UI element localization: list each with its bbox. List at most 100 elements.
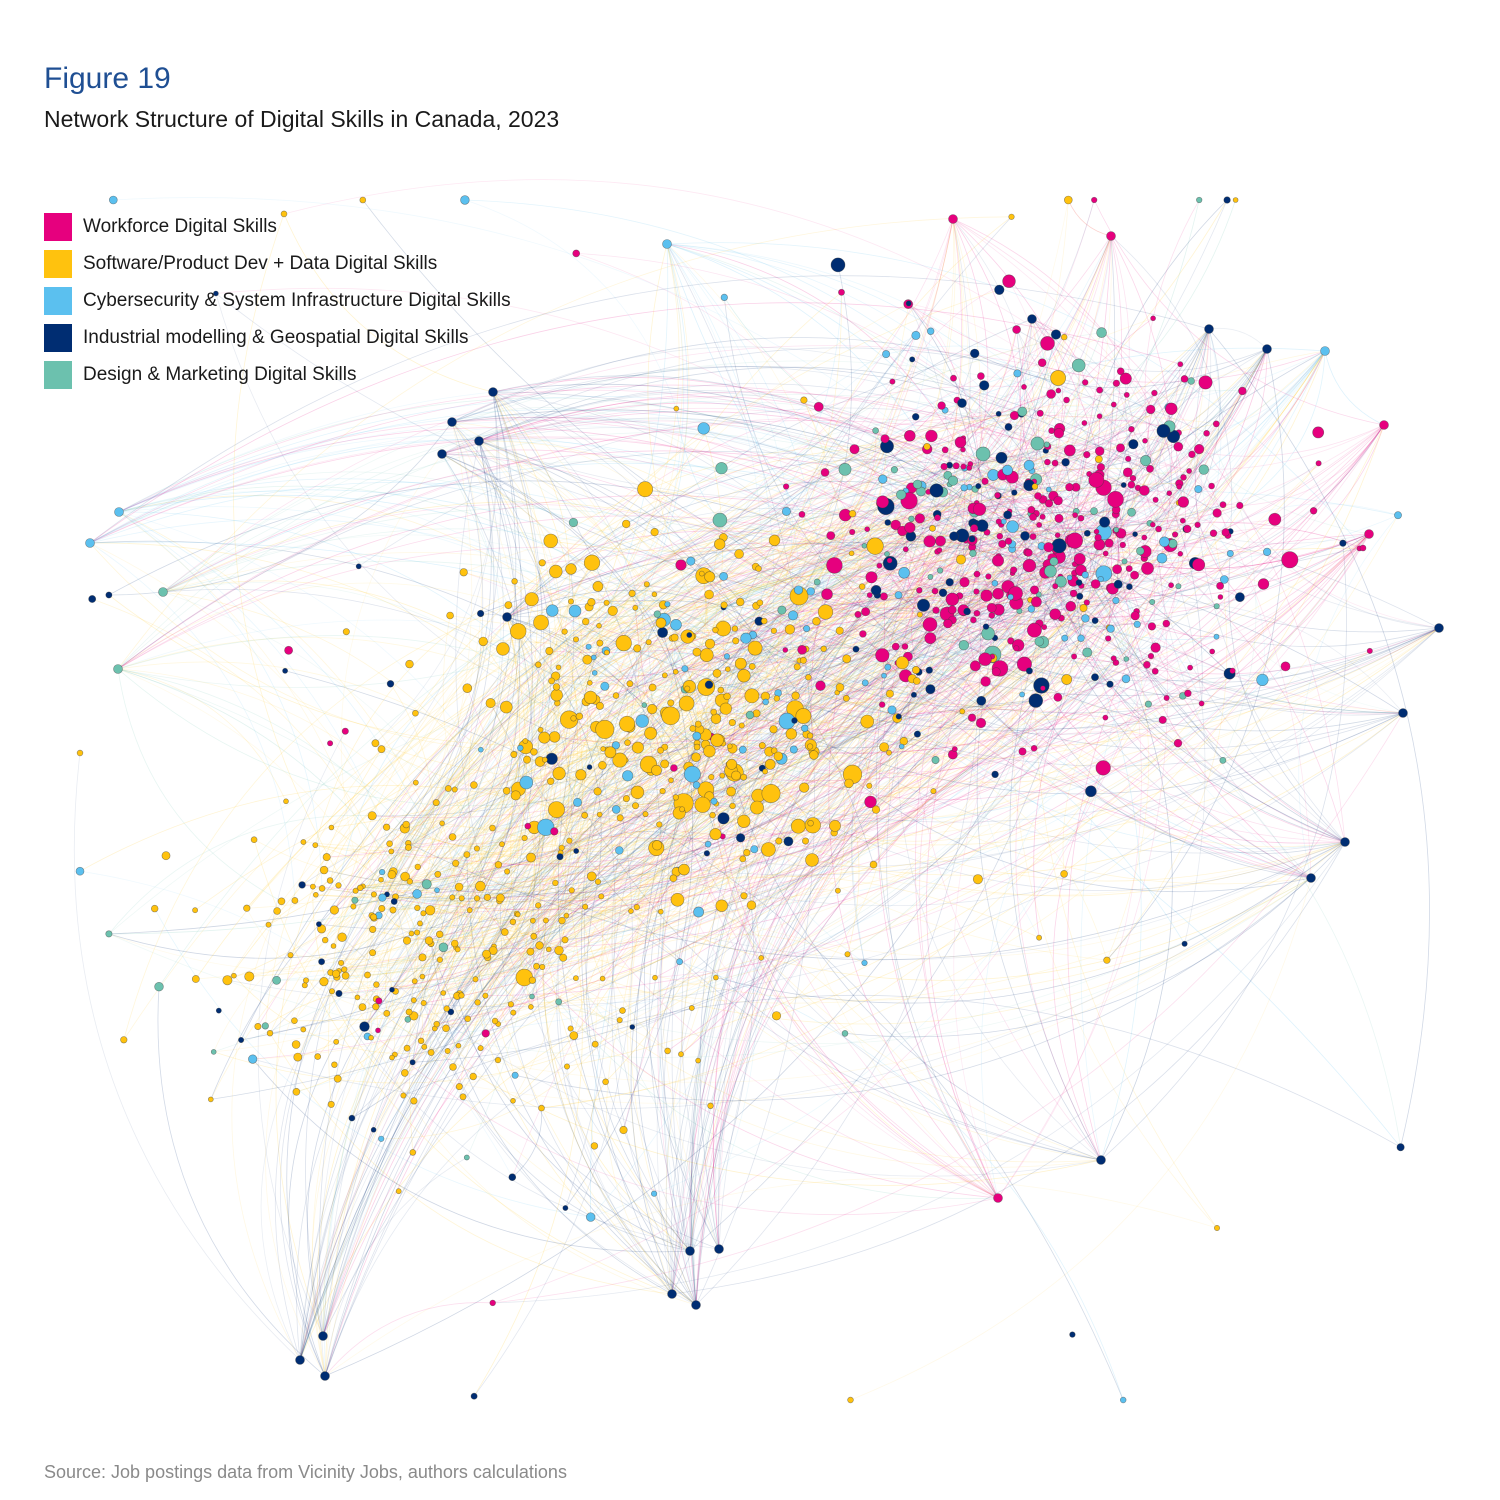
network-edge	[381, 743, 724, 909]
network-edge	[428, 561, 1125, 941]
network-edge	[338, 610, 553, 886]
network-edge	[552, 610, 1440, 731]
network-edge	[973, 619, 1440, 683]
network-node	[291, 897, 299, 904]
network-node	[678, 863, 690, 876]
network-edge	[722, 533, 1370, 782]
network-edge	[536, 551, 1268, 967]
network-node	[265, 921, 272, 928]
network-edge	[377, 746, 665, 1031]
network-edge	[430, 332, 1102, 945]
network-edge	[963, 318, 1033, 439]
network-node	[421, 1044, 428, 1050]
network-edge	[756, 498, 1116, 714]
network-edge	[423, 817, 621, 914]
network-node	[595, 701, 604, 710]
network-node	[1149, 598, 1156, 605]
network-hub-node	[667, 1289, 677, 1299]
network-node	[783, 836, 794, 847]
network-node	[959, 577, 970, 588]
network-node	[273, 907, 281, 915]
network-node	[412, 709, 419, 717]
network-edge	[557, 642, 697, 1306]
network-node	[420, 999, 427, 1006]
network-edge	[492, 391, 588, 981]
network-node	[1150, 642, 1161, 653]
network-edge	[322, 548, 1360, 1337]
network-node	[1136, 546, 1145, 556]
network-edge	[451, 421, 583, 951]
network-node	[645, 639, 652, 646]
network-node	[300, 1026, 307, 1033]
network-edge	[118, 494, 779, 694]
network-edge	[907, 303, 1326, 383]
network-node	[1036, 409, 1044, 417]
network-edge	[792, 378, 1126, 616]
network-edge	[776, 645, 896, 699]
network-node	[446, 611, 454, 620]
network-node	[1053, 428, 1065, 439]
network-edge	[915, 524, 1002, 1199]
network-node	[383, 823, 391, 831]
network-edge	[606, 404, 1114, 653]
network-node	[1184, 689, 1192, 697]
network-edge	[252, 841, 1346, 1109]
network-node	[552, 879, 559, 887]
network-edge	[404, 700, 1036, 1074]
network-edge	[847, 328, 1210, 955]
network-edge	[666, 243, 1312, 879]
network-edge	[302, 421, 473, 1030]
network-edge	[246, 546, 1181, 909]
network-node	[388, 848, 395, 855]
network-node	[713, 538, 726, 550]
network-edge	[441, 453, 677, 798]
network-edge	[478, 390, 971, 465]
network-hub-node	[437, 449, 447, 459]
network-node	[533, 614, 549, 631]
network-hub-node	[1106, 231, 1116, 241]
network-edge	[299, 641, 1043, 1361]
network-node	[901, 643, 909, 650]
network-node	[555, 664, 562, 671]
network-edge	[770, 582, 1096, 765]
network-node	[735, 833, 746, 843]
network-edge	[480, 601, 572, 1076]
network-node	[481, 1029, 490, 1038]
network-edge	[117, 393, 999, 670]
network-edge	[605, 663, 748, 1083]
network-node	[1009, 410, 1020, 421]
network-edge	[766, 789, 1346, 891]
network-edge	[338, 595, 987, 994]
network-edge	[1002, 348, 1268, 476]
legend-label-software-data: Software/Product Dev + Data Digital Skil…	[83, 252, 438, 274]
network-node	[538, 731, 551, 744]
network-edge	[299, 487, 912, 1361]
network-edge	[117, 451, 1015, 670]
network-node	[546, 604, 559, 617]
network-node	[1097, 575, 1104, 583]
network-node	[389, 906, 397, 914]
network-node	[530, 917, 536, 924]
network-node	[1158, 715, 1167, 724]
network-node	[402, 820, 410, 829]
network-edge	[117, 668, 487, 955]
network-edge	[519, 448, 928, 749]
network-edge	[269, 1032, 673, 1295]
network-edge	[527, 609, 783, 827]
network-node	[815, 680, 826, 691]
network-edge	[531, 939, 566, 997]
network-edge	[476, 636, 1043, 849]
network-node	[215, 1007, 222, 1014]
network-edge	[108, 480, 891, 596]
network-edge	[718, 602, 1017, 1250]
network-edge	[405, 824, 525, 848]
network-node	[866, 537, 884, 555]
network-edge	[360, 689, 722, 889]
network-node	[781, 506, 791, 516]
network-node	[1145, 404, 1156, 415]
network-node	[1081, 571, 1089, 579]
network-edge	[1065, 462, 1346, 843]
network-node	[660, 759, 670, 769]
network-node	[1173, 738, 1183, 748]
network-edge	[1108, 623, 1213, 652]
